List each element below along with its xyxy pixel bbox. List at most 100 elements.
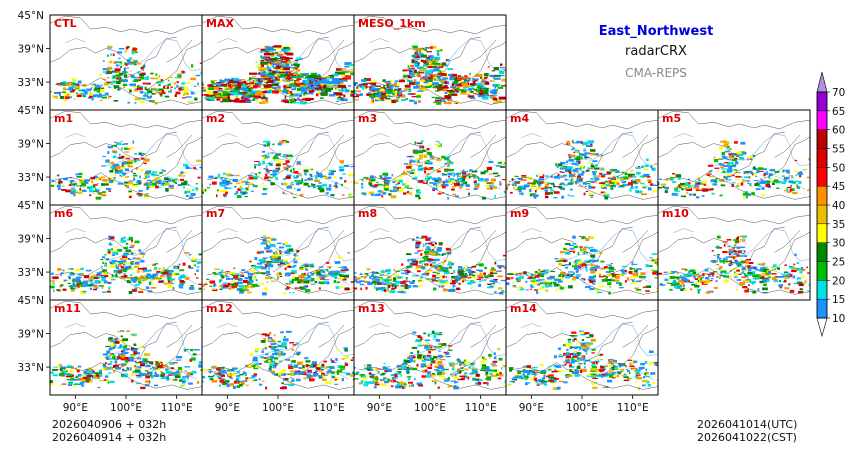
radar-echo [426, 83, 433, 87]
radar-echo [594, 288, 599, 291]
radar-echo [224, 186, 228, 190]
radar-echo [328, 271, 334, 275]
radar-echo [178, 284, 184, 288]
radar-echo [310, 72, 318, 76]
radar-echo [285, 60, 288, 62]
radar-echo [196, 266, 200, 268]
radar-echo [263, 140, 267, 143]
radar-echo [121, 155, 125, 157]
radar-echo [576, 178, 580, 180]
radar-echo [90, 176, 96, 180]
radar-echo [69, 273, 75, 276]
boundary-line [404, 172, 506, 200]
radar-echo [118, 156, 124, 159]
boundary-line [298, 231, 354, 281]
radar-echo [680, 182, 686, 186]
radar-echo [115, 271, 120, 274]
radar-echo [461, 91, 467, 94]
radar-echo [683, 289, 687, 291]
radar-echo [607, 177, 611, 179]
radar-echo [340, 271, 346, 273]
boundary-line [166, 134, 193, 158]
river-line [561, 228, 658, 262]
radar-echo [802, 169, 807, 171]
radar-echo [569, 171, 572, 174]
radar-echo [373, 280, 378, 283]
radar-echo [79, 273, 84, 276]
radar-echo [454, 179, 456, 181]
radar-echo [244, 196, 248, 198]
radar-echo [263, 158, 266, 160]
radar-echo [277, 242, 282, 244]
radar-echo [567, 142, 570, 145]
radar-echo [348, 64, 354, 66]
radar-echo [296, 64, 300, 68]
radar-echo [307, 83, 313, 85]
radar-echo [459, 180, 462, 183]
radar-echo [352, 97, 354, 100]
radar-echo [788, 175, 794, 177]
radar-echo [285, 263, 290, 266]
radar-echo [421, 263, 424, 265]
radar-echo [514, 189, 520, 191]
radar-echo [742, 180, 745, 183]
radar-echo [238, 275, 241, 278]
radar-echo [266, 281, 269, 283]
radar-echo [336, 100, 340, 102]
radar-echo [150, 277, 154, 280]
radar-echo [304, 80, 311, 82]
radar-echo [247, 291, 252, 294]
radar-echo [299, 286, 305, 289]
radar-echo [513, 77, 518, 79]
radar-echo [565, 275, 570, 279]
radar-echo [411, 262, 417, 264]
radar-echo [341, 266, 347, 269]
radar-echo [651, 167, 655, 170]
map-panel [50, 110, 202, 205]
radar-echo [573, 157, 576, 161]
radar-echo [361, 79, 367, 82]
radar-echo [564, 264, 570, 266]
radar-echo [426, 80, 432, 82]
radar-echo [296, 78, 302, 80]
radar-echo [140, 67, 144, 70]
radar-echo [239, 100, 246, 103]
radar-echo [407, 65, 410, 68]
radar-echo [219, 279, 222, 283]
radar-echo [283, 67, 290, 70]
radar-echo [273, 57, 282, 59]
radar-echo [424, 49, 427, 51]
radar-echo [50, 285, 55, 289]
radar-echo [115, 74, 121, 77]
radar-echo [104, 274, 109, 277]
radar-echo [63, 82, 69, 84]
radar-echo [636, 190, 639, 193]
radar-echo [256, 272, 260, 274]
radar-echo [671, 192, 678, 196]
radar-echo [118, 57, 121, 59]
radar-echo [365, 85, 368, 88]
radar-echo [274, 70, 280, 74]
radar-echo [119, 262, 124, 264]
radar-echo [354, 84, 356, 86]
radar-echo [471, 87, 474, 89]
radar-echo [600, 167, 603, 170]
radar-echo [453, 270, 456, 274]
radar-echo [401, 272, 405, 275]
radar-echo [272, 169, 277, 173]
radar-echo [220, 284, 226, 286]
boundary-line [50, 205, 202, 225]
radar-echo [149, 185, 154, 189]
radar-echo [447, 176, 451, 178]
radar-echo [73, 286, 78, 289]
radar-echo [629, 276, 633, 279]
radar-echo [252, 283, 258, 287]
radar-echo [530, 280, 536, 282]
radar-echo [342, 278, 347, 281]
radar-echo [127, 163, 130, 166]
radar-echo [395, 95, 398, 99]
radar-echo [72, 284, 77, 288]
radar-echo [262, 182, 265, 185]
radar-echo [384, 289, 387, 292]
radar-echo [283, 259, 289, 262]
